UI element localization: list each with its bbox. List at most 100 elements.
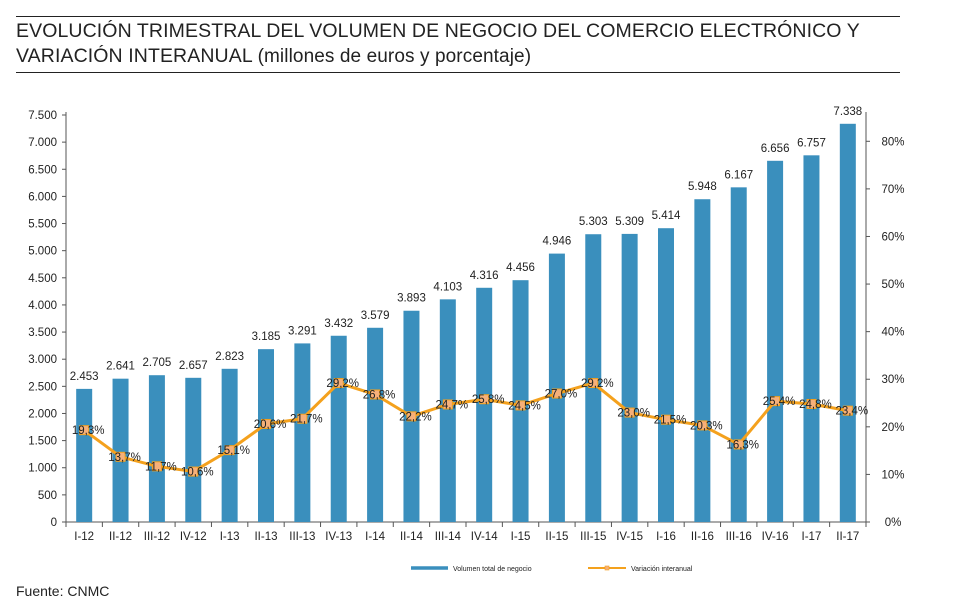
x-axis-tick-label: III-12: [144, 531, 170, 543]
left-axis-tick-label: 5.000: [28, 246, 57, 258]
line-value-label: 27,0%: [545, 389, 578, 401]
right-axis-tick-label: 10%: [881, 469, 904, 481]
left-axis-tick-label: 2.000: [28, 408, 57, 420]
bar: [694, 199, 711, 522]
right-axis-tick-label: 0%: [885, 517, 902, 529]
x-axis-tick-label: I-14: [365, 531, 385, 543]
bar-value-label: 4.456: [506, 262, 535, 274]
line-value-label: 29,2%: [326, 378, 359, 390]
x-axis-tick-label: II-16: [691, 531, 714, 543]
x-axis-tick-label: II-15: [545, 531, 568, 543]
bar: [258, 349, 274, 522]
line-point: [224, 445, 235, 456]
bar-value-label: 3.893: [397, 293, 426, 305]
line-value-label: 19,3%: [72, 425, 105, 437]
line-value-label: 24,8%: [799, 399, 832, 411]
bar-value-label: 2.823: [215, 351, 244, 363]
line-point: [770, 396, 781, 407]
left-axis-tick-label: 1.500: [28, 436, 57, 448]
legend-label-line: Variación interanual: [631, 566, 693, 573]
x-axis-tick-label: II-17: [836, 531, 859, 543]
left-axis-tick-label: 2.500: [28, 381, 57, 393]
bar: [439, 299, 456, 522]
title-main: EVOLUCIÓN TRIMESTRAL DEL VOLUMEN DE NEGO…: [16, 20, 860, 67]
left-axis-tick-label: 7.500: [28, 110, 57, 122]
right-axis-tick-label: 40%: [881, 327, 904, 339]
bar-value-label: 5.309: [615, 216, 644, 228]
title-bottom-rule: [16, 72, 900, 73]
right-axis-tick-label: 30%: [881, 374, 904, 386]
line-point: [370, 389, 381, 400]
line-value-label: 11,7%: [145, 461, 177, 473]
bar-value-label: 5.414: [652, 210, 681, 222]
line-point: [479, 394, 490, 405]
bar-value-label: 3.579: [361, 310, 390, 322]
line-point: [661, 414, 671, 425]
bar-value-label: 4.316: [470, 270, 499, 282]
x-axis-tick-label: IV-12: [180, 531, 207, 543]
line-value-label: 26,8%: [363, 389, 396, 401]
bar-value-label: 2.641: [106, 361, 135, 373]
left-axis-tick-label: 5.500: [28, 219, 57, 231]
x-axis-tick-label: IV-16: [762, 531, 789, 543]
bar-value-label: 2.657: [179, 360, 208, 372]
bar-value-label: 5.948: [688, 181, 717, 193]
line-point: [697, 420, 708, 431]
bar: [658, 228, 674, 523]
bar: [367, 327, 384, 522]
bar-value-label: 2.453: [70, 371, 99, 383]
line-value-label: 10,6%: [181, 467, 214, 479]
bar: [476, 287, 493, 522]
line-value-label: 21,7%: [290, 414, 323, 426]
bar: [148, 375, 165, 522]
right-axis-tick-label: 60%: [881, 231, 904, 243]
bar-value-label: 3.291: [288, 325, 317, 337]
line-point: [297, 413, 308, 424]
line-point: [79, 425, 90, 436]
bar: [621, 233, 638, 523]
x-axis-tick-label: II-13: [254, 531, 277, 543]
left-axis-tick-label: 4.500: [28, 273, 57, 285]
bar-value-label: 6.167: [724, 169, 753, 181]
line-point: [261, 418, 271, 429]
x-axis-tick-label: I-17: [802, 531, 822, 543]
legend-swatch-marker: [604, 565, 610, 571]
line-point: [806, 398, 817, 409]
bar-value-label: 2.705: [143, 357, 172, 369]
line-value-label: 20,3%: [690, 420, 723, 432]
x-axis-tick-label: I-15: [511, 531, 531, 543]
line-point: [406, 411, 417, 422]
right-axis-tick-label: 20%: [881, 422, 904, 434]
x-axis-tick-label: II-12: [109, 531, 132, 543]
line-point: [842, 405, 853, 416]
bar: [76, 388, 93, 522]
line-point: [188, 466, 199, 477]
bar-value-label: 3.432: [324, 318, 353, 330]
line-value-label: 29,2%: [581, 378, 614, 390]
bar-value-label: 6.656: [761, 143, 790, 155]
line-value-label: 13,7%: [108, 452, 141, 464]
x-axis-tick-label: III-16: [726, 531, 752, 543]
line-value-label: 25,4%: [763, 396, 796, 408]
left-axis-tick-label: 0: [51, 517, 57, 529]
line-point: [333, 378, 344, 389]
bar: [730, 187, 747, 522]
title-units: (millones de euros y porcentaje): [257, 46, 532, 67]
left-axis-tick-label: 6.500: [28, 164, 57, 176]
line-point: [624, 407, 635, 418]
bar-value-label: 3.185: [252, 331, 281, 343]
bar: [839, 123, 856, 522]
bar: [548, 253, 565, 523]
x-axis-tick-label: I-16: [656, 531, 676, 543]
bar: [767, 160, 784, 522]
x-axis-tick-label: IV-15: [616, 531, 643, 543]
bar: [803, 155, 820, 522]
line-point: [151, 461, 162, 472]
x-axis-tick-label: I-12: [74, 531, 94, 543]
x-axis-tick-label: III-15: [580, 531, 606, 543]
line-value-label: 20,6%: [254, 419, 287, 431]
x-axis-tick-label: II-14: [400, 531, 424, 543]
line-value-label: 24,7%: [436, 399, 469, 411]
bar: [185, 377, 202, 522]
